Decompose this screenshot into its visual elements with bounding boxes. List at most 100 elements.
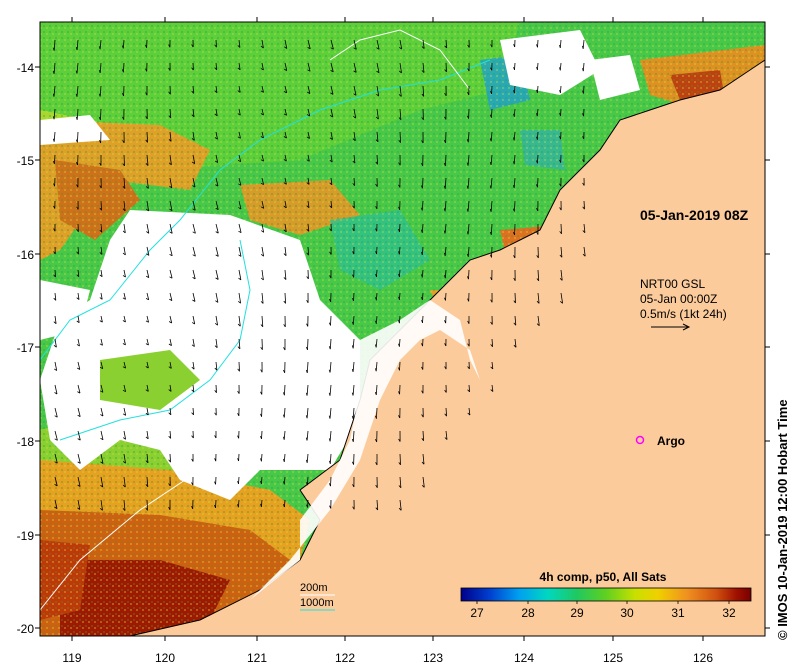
current-vector: [583, 85, 585, 94]
current-vector-head: [238, 230, 242, 234]
current-vector: [215, 200, 219, 210]
current-vector: [261, 315, 264, 327]
current-vector-head: [146, 253, 150, 256]
current-vector-head: [443, 162, 446, 167]
current-vector-head: [283, 414, 285, 418]
current-vector: [307, 476, 309, 486]
current-vector-head: [582, 182, 585, 186]
current-vector-head: [375, 116, 379, 120]
current-vector-head: [467, 44, 470, 48]
current-vector: [54, 476, 58, 486]
current-vector-head: [100, 414, 104, 417]
colorbar-gradient: [460, 587, 752, 602]
current-vector: [375, 315, 378, 324]
current-vector-head: [305, 437, 308, 441]
current-vector: [100, 476, 104, 488]
current-vector: [445, 292, 447, 301]
current-vector-head: [536, 160, 538, 164]
current-vector: [238, 223, 242, 233]
current-vector-head: [306, 300, 309, 303]
current-vector-head: [398, 415, 401, 419]
current-vector-head: [214, 322, 218, 326]
current-vector-head: [77, 391, 81, 394]
current-vector-head: [421, 251, 423, 256]
current-vector-head: [98, 46, 101, 50]
current-vector: [238, 246, 242, 257]
current-vector-head: [283, 136, 287, 139]
current-vector-head: [168, 366, 172, 369]
current-vector-head: [260, 182, 264, 185]
current-vector: [169, 108, 172, 118]
current-vector-head: [329, 205, 332, 209]
current-vector-head: [237, 67, 241, 71]
argo-float-marker: Argo: [635, 434, 685, 448]
current-vector-head: [536, 184, 538, 188]
current-vector-head: [582, 230, 586, 233]
current-vector-head: [77, 461, 81, 464]
current-vector-head: [237, 159, 241, 163]
current-vector-head: [536, 255, 539, 259]
current-vector: [421, 269, 424, 278]
current-vector: [559, 39, 562, 48]
current-vector-head: [238, 254, 242, 257]
current-vector-head: [490, 389, 494, 392]
current-vector: [146, 499, 148, 511]
current-vector-head: [77, 507, 81, 510]
current-vector-head: [214, 137, 218, 140]
current-vector-head: [284, 68, 287, 71]
current-vector-head: [306, 482, 308, 486]
current-vector: [514, 338, 517, 348]
current-vector-head: [53, 183, 55, 187]
current-vector: [536, 108, 539, 117]
current-vector-head: [283, 277, 287, 280]
current-vector-head: [76, 320, 80, 324]
current-vector-head: [351, 368, 354, 373]
current-vector-head: [168, 139, 172, 142]
current-vector-head: [53, 297, 57, 301]
current-vector: [238, 154, 242, 162]
current-vector: [537, 62, 539, 70]
current-vector: [238, 39, 241, 48]
current-vector-head: [215, 207, 219, 210]
current-vector: [77, 131, 79, 143]
current-vector-head: [214, 345, 218, 348]
current-vector: [306, 453, 309, 463]
current-vector: [537, 39, 539, 48]
current-vector-head: [260, 277, 264, 281]
current-vector: [376, 85, 380, 97]
current-vector: [123, 62, 125, 73]
current-vector-head: [122, 163, 125, 167]
current-vector: [146, 430, 149, 439]
current-vector: [261, 223, 265, 233]
current-vector: [238, 476, 240, 484]
current-vector-head: [192, 208, 196, 211]
current-vector: [444, 269, 447, 279]
current-vector-head: [122, 484, 126, 488]
current-vector: [513, 177, 516, 188]
current-vector-head: [582, 68, 584, 72]
current-vector: [284, 177, 287, 185]
current-vector: [375, 361, 378, 372]
current-vector: [215, 154, 219, 163]
current-vector-head: [375, 439, 378, 443]
current-vector-head: [375, 228, 378, 232]
current-vector-head: [421, 485, 425, 488]
current-vector-head: [560, 300, 563, 304]
current-vector-head: [99, 320, 103, 323]
current-vector-head: [75, 116, 78, 120]
current-vector-head: [306, 136, 310, 139]
current-vectors: [52, 39, 586, 511]
current-vector: [261, 154, 264, 162]
current-vector-head: [260, 159, 264, 162]
current-vector: [215, 384, 217, 393]
current-vector: [169, 430, 172, 439]
current-vector-head: [399, 46, 402, 50]
colorbar-tick: 30: [620, 606, 634, 620]
current-vector-head: [421, 93, 425, 97]
current-vector-head: [191, 138, 195, 141]
current-vector-head: [192, 185, 196, 188]
current-vector: [330, 85, 334, 95]
current-vector: [215, 39, 217, 48]
current-source-label: NRT00 GSL: [640, 277, 705, 291]
current-vector-head: [398, 94, 402, 97]
